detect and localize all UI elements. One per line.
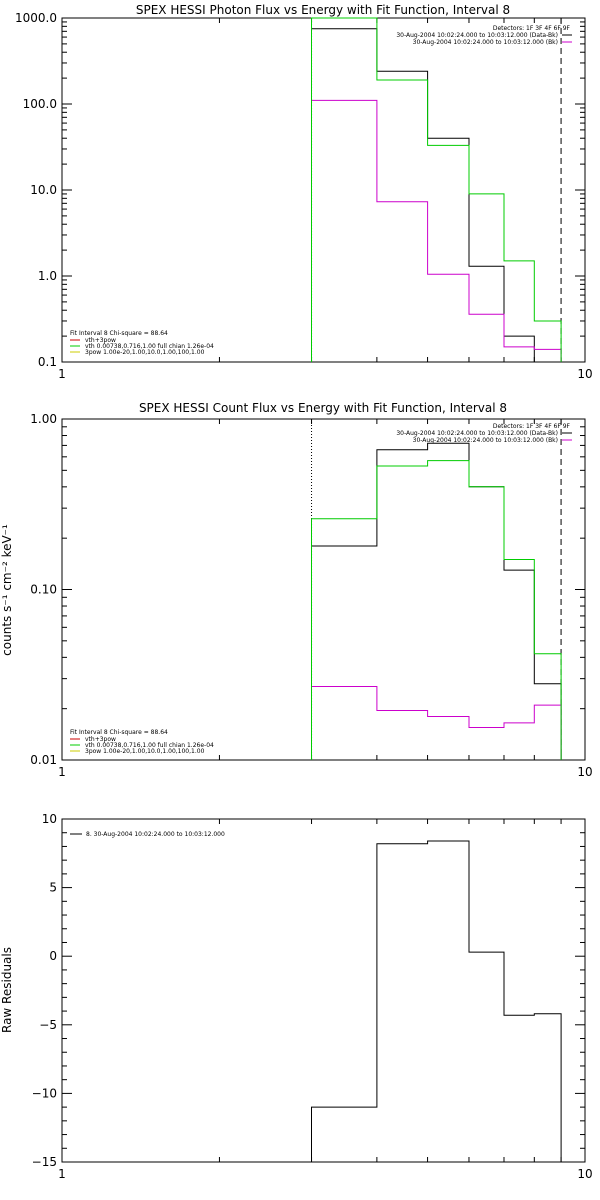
count-flux-legend-left-item-3: 3pow 1.00e-20,1.00,10.0,1.00,100,1.00 (85, 748, 205, 755)
photon-flux-x-tick-label: 10 (577, 367, 592, 381)
count-flux-series (311, 419, 562, 760)
residuals-y-tick-label: 5 (49, 881, 57, 895)
photon-flux-series-1 (311, 99, 562, 362)
residuals-series-0 (311, 840, 562, 1162)
photon-flux-x-tick-label: 1 (58, 367, 66, 381)
residuals-y-tick-label: 0 (49, 949, 57, 963)
count-flux-series-1 (311, 686, 562, 760)
count-flux-y-tick-label: 1.00 (30, 412, 57, 426)
photon-flux-panel: SPEX HESSI Photon Flux vs Energy with Fi… (15, 3, 593, 381)
residuals-axes: 1 10 −15 −10 −5 0 5 10 (32, 812, 593, 1181)
photon-flux-legend-left-item-1: vth+3pow (85, 337, 116, 344)
count-flux-panel: SPEX HESSI Count Flux vs Energy with Fit… (0, 401, 593, 779)
count-flux-legend-right-item-1: 30-Aug-2004 10:02:24.000 to 10:03:12.000… (396, 430, 558, 437)
photon-flux-y-tick-label: 0.1 (38, 355, 57, 369)
residuals-x-tick-label: 10 (577, 1167, 592, 1181)
count-flux-legend-right-header: Detectors: 1F 3F 4F 6F 9F (493, 423, 571, 430)
photon-flux-y-tick-label: 1.0 (38, 269, 57, 283)
count-flux-legend-left-item-2: vth 0.00738,0.716,1.00 full chian 1.26e-… (85, 742, 214, 749)
residuals-panel: Raw Residuals 1 10 −15 −10 −5 0 5 10 8. 30-Aug-… (0, 812, 593, 1181)
photon-flux-series-2 (311, 17, 562, 362)
count-flux-plot-frame (61, 418, 586, 761)
count-flux-series-2 (311, 460, 562, 760)
count-flux-x-tick-label: 10 (577, 765, 592, 779)
residuals-y-tick-label: −15 (32, 1155, 57, 1169)
residuals-y-tick-label: −5 (39, 1018, 57, 1032)
count-flux-legend-right-item-2: 30-Aug-2004 10:02:24.000 to 10:03:12.000… (413, 437, 558, 444)
photon-flux-legend-right-item-1: 30-Aug-2004 10:02:24.000 to 10:03:12.000… (396, 32, 558, 39)
residuals-x-tick-label: 1 (58, 1167, 66, 1181)
photon-flux-y-tick-label: 10.0 (30, 183, 57, 197)
count-flux-axes: 1 10 0.01 0.10 1.00 (30, 412, 592, 779)
photon-flux-legend-left-header: Fit Interval 8 Chi-square = 88.64 (70, 330, 168, 337)
count-flux-title: SPEX HESSI Count Flux vs Energy with Fit… (139, 401, 507, 415)
photon-flux-legend-right-item-2: 30-Aug-2004 10:02:24.000 to 10:03:12.000… (413, 39, 558, 46)
residuals-legend-item: 8. 30-Aug-2004 10:02:24.000 to 10:03:12.… (86, 831, 225, 838)
count-flux-legend-left-item-1: vth+3pow (85, 736, 116, 743)
residuals-series (311, 840, 562, 1162)
photon-flux-legend-left-item-3: 3pow 1.00e-20,1.00,10.0,1.00,100,1.00 (85, 349, 205, 356)
photon-flux-legend-right-header: Detectors: 1F 3F 4F 6F 9F (493, 25, 571, 32)
photon-flux-title: SPEX HESSI Photon Flux vs Energy with Fi… (136, 3, 510, 17)
photon-flux-y-tick-label: 100.0 (23, 97, 57, 111)
photon-flux-plot-frame (61, 17, 586, 363)
count-flux-x-tick-label: 1 (58, 765, 66, 779)
residuals-ylabel: Raw Residuals (0, 947, 14, 1033)
count-flux-y-tick-label: 0.01 (30, 753, 57, 767)
photon-flux-legend-left-item-2: vth 0.00738,0.716,1.00 full chian 1.26e-… (85, 343, 214, 350)
photon-flux-series (311, 17, 562, 362)
residuals-plot-frame (61, 818, 586, 1163)
count-flux-y-tick-label: 0.10 (30, 583, 57, 597)
count-flux-legend-left-header: Fit Interval 8 Chi-square = 88.64 (70, 729, 168, 736)
photon-flux-series-0 (311, 28, 535, 362)
count-flux-series-0 (311, 442, 562, 760)
photon-flux-axes: 1 10 0.1 1.0 10.0 100.0 1000.0 (15, 11, 593, 381)
residuals-y-tick-label: 10 (42, 812, 57, 826)
photon-flux-y-tick-label: 1000.0 (15, 11, 57, 25)
residuals-y-tick-label: −10 (32, 1086, 57, 1100)
count-flux-ylabel: counts s⁻¹ cm⁻² keV⁻¹ (0, 524, 14, 656)
